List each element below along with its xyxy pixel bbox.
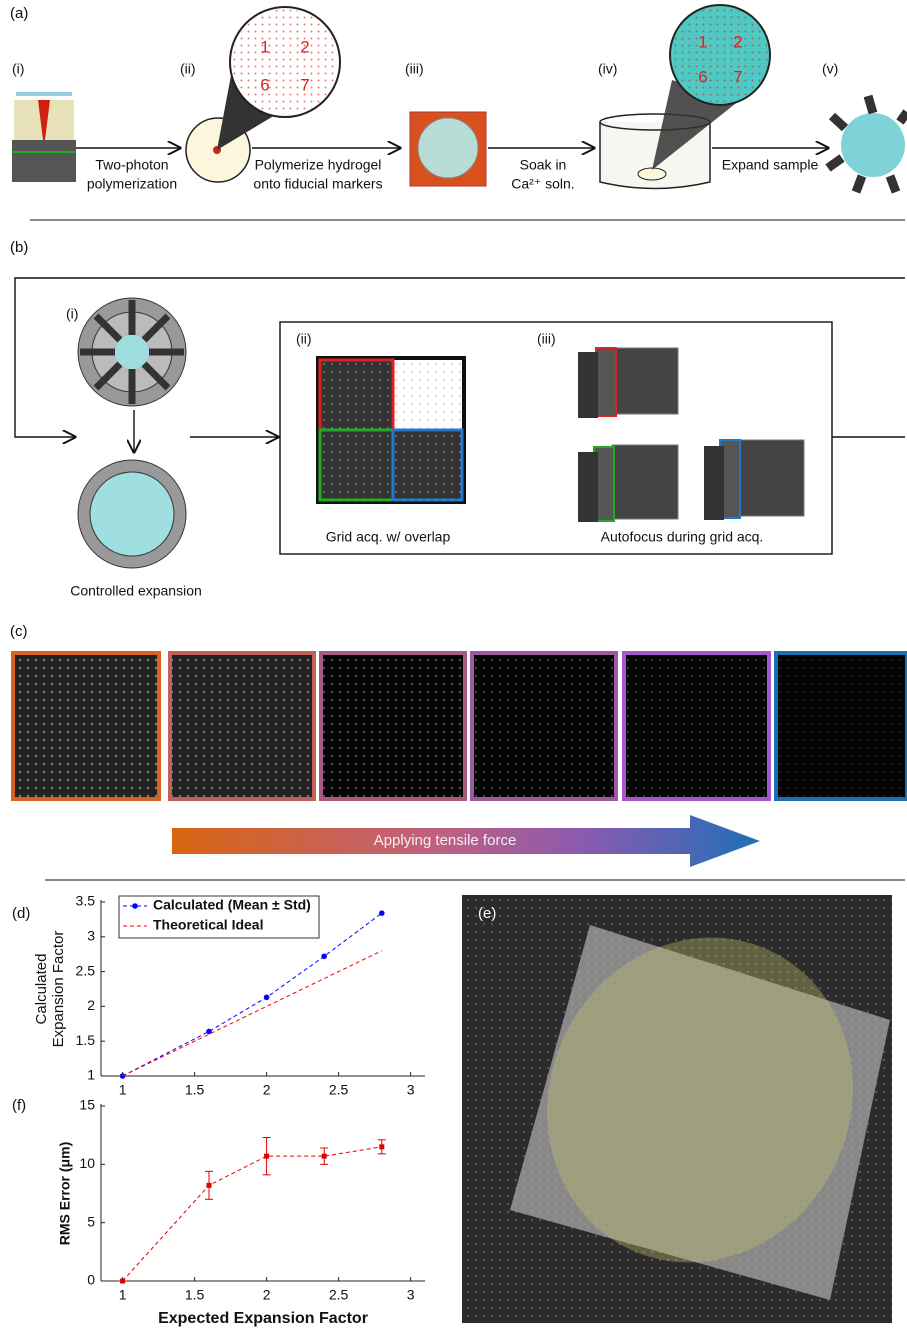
step-label: (i) <box>12 61 24 77</box>
hydrogel <box>418 118 478 178</box>
caption: Two-photon <box>95 157 168 173</box>
caption: Polymerize hydrogel <box>255 157 382 173</box>
panel-label: (c) <box>10 623 28 640</box>
point <box>321 953 327 959</box>
point <box>207 1183 212 1188</box>
zoom-number: 1 <box>698 32 707 51</box>
caption: Grid acq. w/ overlap <box>326 529 451 545</box>
x-tick-label: 3 <box>407 1287 415 1303</box>
stretcher-expanded <box>78 460 186 568</box>
point <box>264 1154 269 1159</box>
arrow-text: Applying tensile force <box>374 832 517 849</box>
panel-label: (e) <box>478 905 496 922</box>
panel-label: (a) <box>10 5 28 22</box>
expanded-sample <box>841 113 905 177</box>
y-tick-label: 2.5 <box>76 962 96 978</box>
step-label: (v) <box>822 61 838 77</box>
legend-label: Calculated (Mean ± Std) <box>153 897 311 913</box>
point <box>379 1144 384 1149</box>
y-tick-label: 0 <box>87 1272 95 1288</box>
panel-a: (a) (i) (ii) (iii) (iv) (v) Two-photon p… <box>10 5 907 220</box>
panel-b: (b) (i) Controlled expansion (ii) (iii) … <box>10 239 905 599</box>
point <box>120 1279 125 1284</box>
stretcher <box>78 298 186 406</box>
zoom-number: 7 <box>300 75 309 94</box>
y-tick-label: 10 <box>79 1155 95 1171</box>
y-axis-label: Calculated <box>33 954 50 1025</box>
x-tick-label: 3 <box>407 1082 415 1098</box>
x-tick-label: 1.5 <box>185 1287 205 1303</box>
zoom-number: 6 <box>698 67 707 86</box>
y-axis-label: Expansion Factor <box>50 931 67 1048</box>
x-tick-label: 1 <box>119 1082 127 1098</box>
sample <box>638 168 666 180</box>
x-axis-label: Expected Expansion Factor <box>158 1310 368 1327</box>
caption: Expand sample <box>722 157 819 173</box>
x-tick-label: 2.5 <box>329 1287 349 1303</box>
series-line <box>123 951 382 1076</box>
zoom-number: 2 <box>300 37 309 56</box>
caption: Soak in <box>520 157 567 173</box>
point <box>120 1073 126 1079</box>
focus-stacks <box>578 348 804 522</box>
y-axis-label: RMS Error (μm) <box>57 1142 73 1245</box>
y-tick-label: 2 <box>87 997 95 1013</box>
zoom-number: 2 <box>733 32 742 51</box>
panel-label: (b) <box>10 239 28 256</box>
x-tick-label: 2.5 <box>329 1082 349 1098</box>
step-label: (i) <box>66 306 78 322</box>
zoom-number: 1 <box>260 37 269 56</box>
point <box>379 910 385 916</box>
figure: (a) (i) (ii) (iii) (iv) (v) Two-photon p… <box>0 0 907 1329</box>
panel-label: (d) <box>12 905 30 922</box>
x-tick-label: 1.5 <box>185 1082 205 1098</box>
caption: Controlled expansion <box>70 583 202 599</box>
caption: Autofocus during grid acq. <box>601 529 764 545</box>
step-label: (iii) <box>405 61 424 77</box>
panel-c: (c) Applying tensile force <box>10 623 907 880</box>
step-label: (iv) <box>598 61 617 77</box>
legend-marker <box>132 903 138 909</box>
x-tick-label: 2 <box>263 1082 271 1098</box>
caption: polymerization <box>87 176 177 192</box>
y-tick-label: 3.5 <box>76 893 96 909</box>
step-label: (ii) <box>296 331 312 347</box>
step-label: (iii) <box>537 331 556 347</box>
zoom-dots <box>232 9 338 115</box>
microscope-icon <box>12 92 76 182</box>
point <box>322 1154 327 1159</box>
zoom-number: 6 <box>260 75 269 94</box>
y-tick-label: 1 <box>87 1067 95 1083</box>
y-tick-label: 15 <box>79 1097 95 1113</box>
caption: onto fiducial markers <box>253 176 382 192</box>
series-line <box>123 1147 382 1281</box>
panel-label: (f) <box>12 1097 26 1114</box>
point <box>264 995 270 1001</box>
x-tick-label: 1 <box>119 1287 127 1303</box>
caption: Ca²⁺ soln. <box>511 176 574 192</box>
y-tick-label: 5 <box>87 1213 95 1229</box>
image-strip <box>13 653 907 799</box>
step-label: (ii) <box>180 61 196 77</box>
legend-label: Theoretical Ideal <box>153 917 263 933</box>
y-tick-label: 1.5 <box>76 1032 96 1048</box>
zoom-dots <box>672 7 768 103</box>
grid-tiles <box>318 358 464 502</box>
panel-e: (e) <box>462 887 906 1323</box>
x-tick-label: 2 <box>263 1287 271 1303</box>
y-tick-label: 3 <box>87 928 95 944</box>
zoom-number: 7 <box>733 67 742 86</box>
